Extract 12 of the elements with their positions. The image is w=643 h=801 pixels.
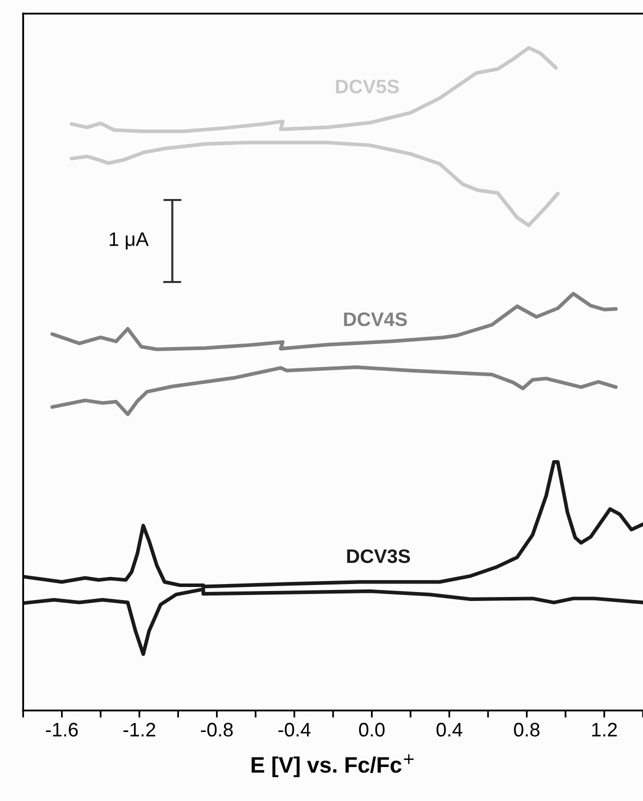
x-tick-label: -0.4 <box>278 722 311 737</box>
x-tick-label: 0.4 <box>436 722 462 737</box>
x-tick-label: -1.2 <box>123 722 156 736</box>
x-tick-label: 0.0 <box>359 722 385 737</box>
x-tick-label: 1.2 <box>592 722 617 736</box>
x-tick-label: 0.8 <box>514 722 540 737</box>
series-label: DCV4S <box>344 312 407 326</box>
x-tick-label: -1.6 <box>46 722 78 737</box>
series-label: DCV3S <box>347 549 410 564</box>
x-axis-title: E [V] vs. Fc/Fc$^{+}$ <box>252 754 414 778</box>
x-tick-label: -0.8 <box>200 722 233 737</box>
annotation: 1 μA <box>110 232 149 250</box>
